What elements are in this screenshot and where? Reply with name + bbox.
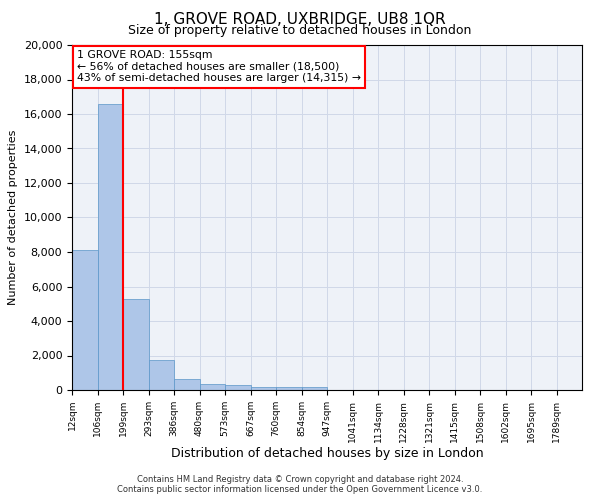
Bar (302, 387, 327, 390)
Bar (225, 386, 251, 390)
Bar (123, 298, 149, 390)
Bar (72, 250, 97, 390)
Bar (251, 386, 276, 390)
Text: Size of property relative to detached houses in London: Size of property relative to detached ho… (128, 24, 472, 37)
Bar (276, 386, 302, 390)
Bar (174, 379, 199, 390)
Text: 1 GROVE ROAD: 155sqm
← 56% of detached houses are smaller (18,500)
43% of semi-d: 1 GROVE ROAD: 155sqm ← 56% of detached h… (77, 50, 361, 84)
Bar (149, 360, 174, 390)
Text: Contains HM Land Registry data © Crown copyright and database right 2024.
Contai: Contains HM Land Registry data © Crown c… (118, 474, 482, 494)
X-axis label: Distribution of detached houses by size in London: Distribution of detached houses by size … (170, 448, 484, 460)
Bar (199, 384, 225, 390)
Bar (97, 104, 123, 390)
Text: 1, GROVE ROAD, UXBRIDGE, UB8 1QR: 1, GROVE ROAD, UXBRIDGE, UB8 1QR (154, 12, 446, 28)
Y-axis label: Number of detached properties: Number of detached properties (8, 130, 18, 305)
